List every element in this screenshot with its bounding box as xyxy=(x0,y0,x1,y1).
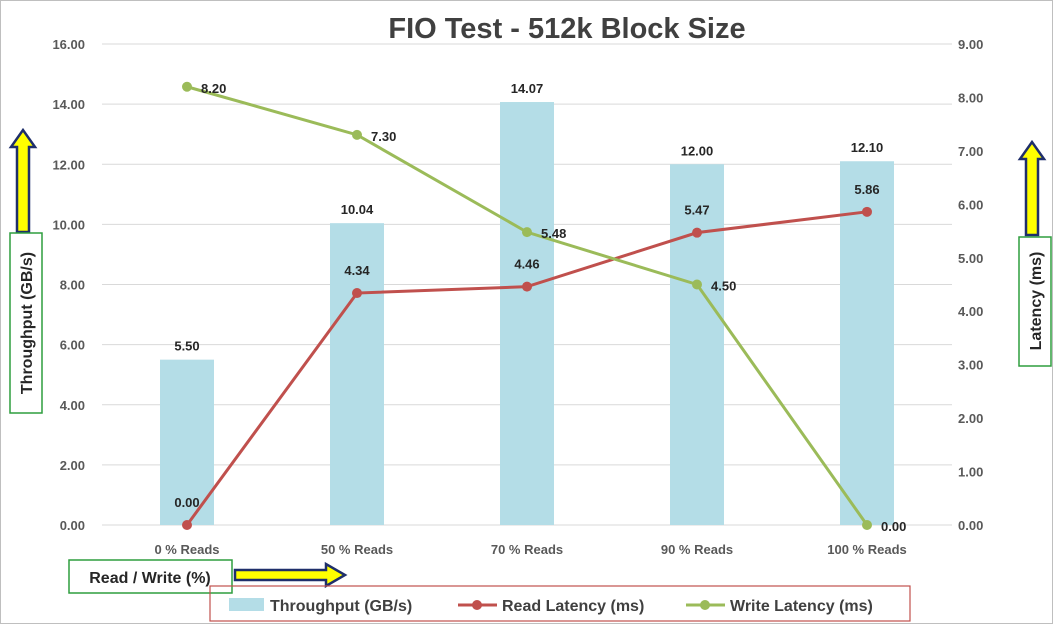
write-latency-point xyxy=(352,129,362,140)
throughput-bar xyxy=(330,223,384,526)
right-tick-label: 1.00 xyxy=(958,465,983,480)
throughput-value-label: 5.50 xyxy=(174,339,199,354)
read-latency-point xyxy=(352,288,362,299)
write-latency-point xyxy=(862,520,872,530)
right-tick-label: 5.00 xyxy=(958,251,983,266)
x-axis-title-box xyxy=(68,559,233,594)
throughput-bars xyxy=(160,102,894,526)
read-latency-value-label: 5.86 xyxy=(854,182,879,197)
left-axis-ticks: 0.00 2.00 4.00 6.00 8.00 10.00 12.00 14.00 16.00 xyxy=(52,37,85,533)
read-latency-value-label: 0.00 xyxy=(174,495,199,510)
legend-label-throughput: Throughput (GB/s) xyxy=(270,598,412,615)
right-tick-label: 3.00 xyxy=(958,358,983,373)
legend-marker-read-latency xyxy=(472,600,482,610)
right-tick-label: 9.00 xyxy=(958,37,983,52)
left-tick-label: 6.00 xyxy=(60,338,85,353)
throughput-bar xyxy=(160,359,214,525)
read-latency-value-label: 4.46 xyxy=(514,257,539,272)
legend-box xyxy=(209,585,911,622)
right-tick-label: 2.00 xyxy=(958,411,983,426)
category-label: 100 % Reads xyxy=(827,542,907,557)
write-latency-value-label: 8.20 xyxy=(201,81,226,96)
left-tick-label: 10.00 xyxy=(52,217,85,232)
left-tick-label: 4.00 xyxy=(60,398,85,413)
data-labels: 5.50 10.04 14.07 12.00 12.10 0.00 4.34 4.46 5.47… xyxy=(174,81,906,534)
throughput-value-label: 12.00 xyxy=(681,143,714,158)
read-latency-point xyxy=(522,281,532,292)
right-arrow-icon xyxy=(233,561,348,589)
read-latency-point xyxy=(862,206,872,217)
write-latency-point xyxy=(522,227,532,238)
write-latency-value-label: 7.30 xyxy=(371,129,396,144)
right-tick-label: 8.00 xyxy=(958,90,983,105)
read-latency-value-label: 4.34 xyxy=(344,263,370,278)
throughput-value-label: 10.04 xyxy=(341,202,374,217)
left-tick-label: 14.00 xyxy=(52,97,85,112)
x-axis-annotation: Read / Write (%) xyxy=(68,559,348,594)
right-tick-label: 4.00 xyxy=(958,304,983,319)
left-axis-title: Throughput (GB/s) xyxy=(19,252,36,394)
write-latency-value-label: 5.48 xyxy=(541,226,566,241)
right-axis-ticks: 0.00 1.00 2.00 3.00 4.00 5.00 6.00 7.00 8.00 9.00 xyxy=(958,37,983,533)
right-tick-label: 6.00 xyxy=(958,197,983,212)
write-latency-point xyxy=(692,279,702,290)
throughput-bar xyxy=(670,164,724,525)
left-tick-label: 2.00 xyxy=(60,458,85,473)
category-axis: 0 % Reads 50 % Reads 70 % Reads 90 % Reads 1… xyxy=(154,542,906,557)
left-axis-annotation: Throughput (GB/s) xyxy=(8,127,43,414)
up-arrow-icon xyxy=(8,127,38,234)
category-label: 0 % Reads xyxy=(154,542,219,557)
left-axis-title-box xyxy=(9,232,43,414)
write-latency-point xyxy=(182,81,192,92)
legend-item-read-latency: Read Latency (ms) xyxy=(458,598,644,615)
read-latency-point xyxy=(182,520,192,530)
right-axis-title-box xyxy=(1018,236,1052,367)
right-tick-label: 7.00 xyxy=(958,144,983,159)
legend-swatch-throughput xyxy=(229,598,264,611)
legend-label-read-latency: Read Latency (ms) xyxy=(502,598,644,615)
throughput-bar xyxy=(840,161,894,525)
x-axis-title: Read / Write (%) xyxy=(89,570,211,587)
right-tick-label: 0.00 xyxy=(958,518,983,533)
legend-label-write-latency: Write Latency (ms) xyxy=(730,598,873,615)
latency-lines xyxy=(182,81,872,530)
up-arrow-icon xyxy=(1017,139,1047,237)
write-latency-value-label: 4.50 xyxy=(711,279,736,294)
throughput-bar xyxy=(500,102,554,525)
legend-item-write-latency: Write Latency (ms) xyxy=(686,598,873,615)
category-label: 70 % Reads xyxy=(491,542,563,557)
category-label: 50 % Reads xyxy=(321,542,393,557)
left-tick-label: 8.00 xyxy=(60,278,85,293)
throughput-value-label: 12.10 xyxy=(851,140,884,155)
throughput-value-label: 14.07 xyxy=(511,81,544,96)
right-axis-annotation: Latency (ms) xyxy=(1017,139,1052,367)
legend-marker-write-latency xyxy=(700,600,710,610)
legend: Throughput (GB/s) Read Latency (ms) Writ… xyxy=(209,585,911,622)
write-latency-value-label: 0.00 xyxy=(881,519,906,534)
left-tick-label: 12.00 xyxy=(52,157,85,172)
left-tick-label: 0.00 xyxy=(60,518,85,533)
read-latency-point xyxy=(692,227,702,238)
right-axis-title: Latency (ms) xyxy=(1028,252,1045,351)
legend-item-throughput: Throughput (GB/s) xyxy=(229,598,412,615)
category-label: 90 % Reads xyxy=(661,542,733,557)
left-tick-label: 16.00 xyxy=(52,37,85,52)
read-latency-value-label: 5.47 xyxy=(684,203,709,218)
chart-title: FIO Test - 512k Block Size xyxy=(388,13,745,45)
